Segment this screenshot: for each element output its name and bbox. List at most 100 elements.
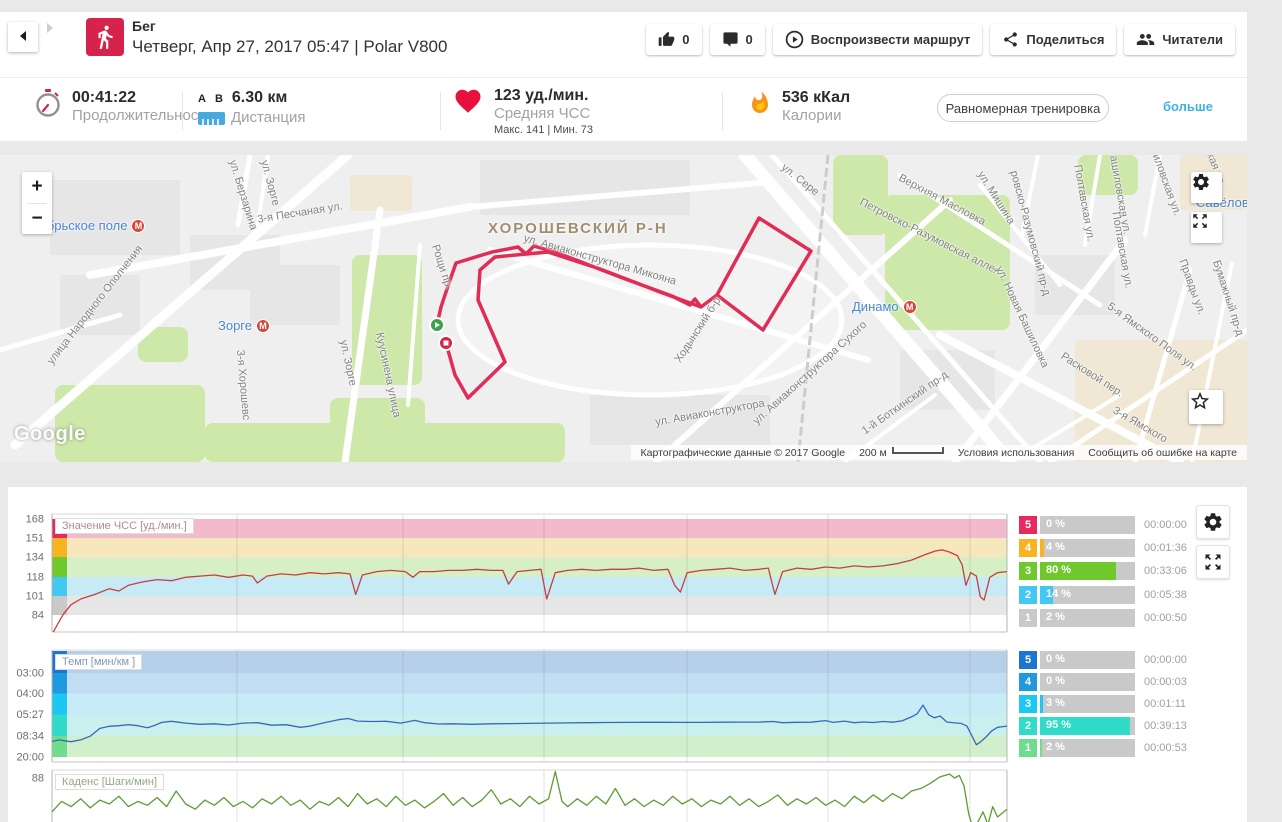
hr-ytick: 168 <box>26 514 44 526</box>
map-favorite-button[interactable] <box>1189 390 1223 424</box>
zone-number: 5 <box>1019 651 1037 669</box>
replay-route-button[interactable]: Воспроизвести маршрут <box>772 24 983 55</box>
gear-icon <box>1193 174 1209 190</box>
zone-percent: 0 % <box>1046 518 1065 530</box>
zone-percent: 4 % <box>1046 541 1065 554</box>
like-button[interactable]: 0 <box>646 24 702 55</box>
route-path[interactable] <box>435 216 813 400</box>
chart-settings-button[interactable] <box>1196 505 1230 539</box>
readers-button[interactable]: Читатели <box>1124 24 1235 55</box>
zone-bar-fill <box>1040 739 1042 757</box>
chart-fullscreen-button[interactable] <box>1196 545 1230 579</box>
map-fullscreen-button[interactable] <box>1191 212 1222 243</box>
zone-bar: 4 % <box>1040 539 1135 558</box>
charts-canvas[interactable]: 1681511341181018403:0004:0005:2708:3420:… <box>8 487 1247 822</box>
distance-value: 6.30 км <box>231 89 288 106</box>
avg-hr-value: 123 уд./мин. <box>494 87 589 104</box>
map-canvas[interactable] <box>0 155 1247 462</box>
training-benefit-button[interactable]: Равномерная тренировка <box>937 94 1109 122</box>
pace-zone-row: 5 0 % <box>1019 651 1135 669</box>
zoom-in-button[interactable]: + <box>22 172 52 203</box>
zone-percent: 0 % <box>1046 675 1065 687</box>
divider <box>722 92 723 130</box>
hr-chart[interactable]: 168 151 134 118 101 84 <box>26 513 1008 635</box>
distance-label: Дистанция <box>231 109 306 126</box>
pace-zone-row: 1 2 % <box>1019 739 1135 757</box>
share-icon <box>1004 32 1018 47</box>
metro-station-label: ктябрьское поле М <box>28 218 146 233</box>
hr-chart-title: Значение ЧСС [уд./мин.] <box>55 518 194 534</box>
google-logo: Google <box>14 423 86 445</box>
hr-zone-row: 1 2 % <box>1019 608 1135 627</box>
hr-ytick: 101 <box>26 591 44 603</box>
metro-icon: М <box>256 318 270 333</box>
comment-count: 0 <box>745 32 753 47</box>
metro-name: Динамо <box>852 299 899 314</box>
share-button[interactable]: Поделиться <box>990 24 1117 55</box>
flame-icon <box>752 91 768 113</box>
calories-label: Калории <box>782 107 842 124</box>
zone-time: 00:33:06 <box>1144 565 1187 578</box>
terms-link[interactable]: Условия использования <box>957 446 1075 459</box>
zone-time: 00:39:13 <box>1144 720 1187 732</box>
readers-label: Читатели <box>1162 32 1223 47</box>
route-start-marker[interactable] <box>429 317 445 333</box>
route-end-marker[interactable] <box>438 335 454 351</box>
map-scale: 200 м <box>859 447 944 459</box>
hr-zone-row: 5 0 % <box>1019 516 1135 534</box>
heart-icon <box>455 89 481 113</box>
previous-workout-button[interactable] <box>8 22 38 52</box>
zone-bar: 0 % <box>1040 651 1135 669</box>
pace-chart[interactable]: 03:00 04:00 05:27 08:34 20:00 <box>16 649 1008 764</box>
sport-icon-running <box>86 18 124 56</box>
zone-bar: 2 % <box>1040 608 1135 627</box>
workout-header: Бег Четверг, Апр 27, 2017 05:47 | Polar … <box>0 12 1247 77</box>
cadence-chart[interactable]: 88 <box>32 769 1008 822</box>
hr-zone-row: 3 80 % <box>1019 562 1135 581</box>
zone-number: 1 <box>1019 739 1037 757</box>
map-data-credit: Картографические данные © 2017 Google <box>640 446 846 459</box>
zoom-out-button[interactable]: − <box>22 204 52 235</box>
summary-stats-bar: 00:41:22 Продолжительность A B 6.30 км Дис… <box>0 77 1247 141</box>
hr-zone-row: 4 4 % <box>1019 539 1135 558</box>
pace-ytick: 04:00 <box>16 688 44 700</box>
share-label: Поделиться <box>1026 32 1105 47</box>
pace-ytick: 20:00 <box>16 752 44 764</box>
pace-ytick: 03:00 <box>16 668 44 680</box>
pace-chart-title: Темп [мин/км ] <box>55 654 143 670</box>
duration-label: Продолжительность <box>72 107 213 124</box>
zone-time: 00:00:50 <box>1144 611 1187 624</box>
zone-bar: 2 % <box>1040 739 1135 757</box>
comment-button[interactable]: 0 <box>709 24 765 55</box>
map-settings-button[interactable] <box>1191 172 1222 203</box>
hr-zone-row: 2 14 % <box>1019 585 1135 604</box>
replay-route-label: Воспроизвести маршрут <box>810 32 971 47</box>
cadence-ytick: 88 <box>32 773 44 785</box>
metro-icon: М <box>902 299 917 314</box>
zone-time: 00:00:00 <box>1144 519 1187 531</box>
zone-percent: 14 % <box>1046 587 1072 600</box>
zone-number: 4 <box>1019 673 1037 691</box>
star-icon <box>1190 391 1210 410</box>
route-map[interactable]: улица Народного Ополчения ул. Берзарина ул… <box>0 155 1247 462</box>
comment-icon <box>722 32 738 47</box>
zone-number: 3 <box>1019 695 1037 713</box>
zone-bar-fill <box>1040 539 1044 558</box>
header-actions: 0 0 Воспроизвести маршрут Поделиться Чит… <box>646 24 1235 55</box>
zone-bar-fill <box>1040 562 1116 581</box>
metro-station-label: Динамо М <box>852 299 917 314</box>
pace-zone-row: 4 0 % <box>1019 673 1135 691</box>
map-attribution: Картографические данные © 2017 Google 20… <box>630 445 1247 460</box>
zone-bar: 3 % <box>1040 695 1135 713</box>
duration-stat: 00:41:22 Продолжительность <box>34 88 213 125</box>
zone-number: 4 <box>1019 539 1037 558</box>
zone-number: 2 <box>1019 585 1037 604</box>
route-b-label: B <box>214 93 223 105</box>
distance-stat: A B 6.30 км Дистанция <box>198 88 305 127</box>
zone-bar-fill <box>1040 695 1043 713</box>
like-count: 0 <box>682 32 690 47</box>
more-link[interactable]: больше <box>1163 99 1213 114</box>
pace-ytick: 08:34 <box>16 731 44 743</box>
fullscreen-icon <box>1193 214 1207 228</box>
report-error-link[interactable]: Сообщить об ошибке на карте <box>1088 446 1237 459</box>
